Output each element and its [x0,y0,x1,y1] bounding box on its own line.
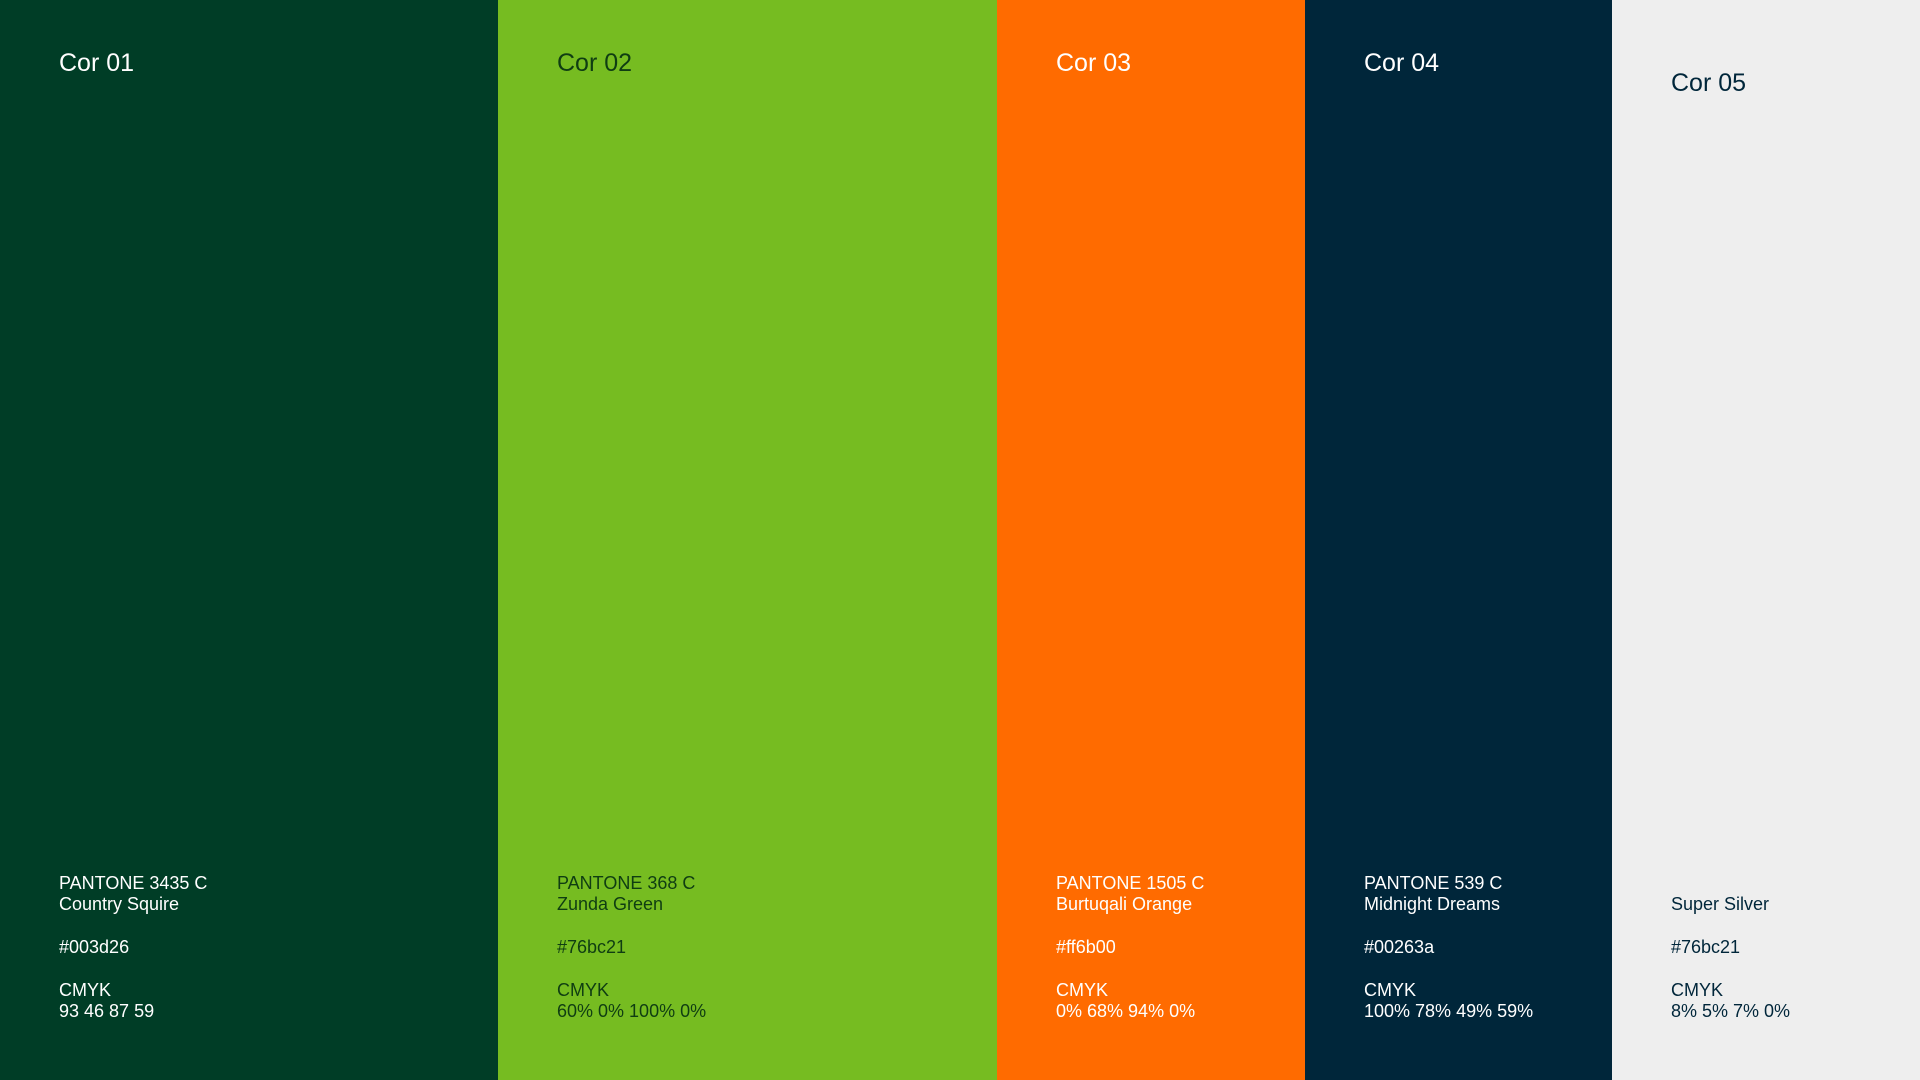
pantone-code [1671,873,1790,894]
cmyk-values: 60% 0% 100% 0% [557,1001,707,1021]
cmyk-label: CMYK [1671,980,1724,1000]
swatch-cor-01: Cor 01 PANTONE 3435 C Country Squire #00… [0,0,498,1080]
swatch-title: Cor 05 [1671,69,1747,97]
color-name: Super Silver [1671,894,1770,914]
hex-code: #76bc21 [1671,937,1741,957]
hex-code: #ff6b00 [1056,937,1116,957]
swatch-title: Cor 01 [59,49,135,77]
color-name: Zunda Green [557,894,664,914]
cmyk-label: CMYK [59,980,112,1000]
swatch-info: PANTONE 539 C Midnight Dreams #00263a CM… [1364,873,1533,1022]
swatch-cor-04: Cor 04 PANTONE 539 C Midnight Dreams #00… [1305,0,1612,1080]
cmyk-label: CMYK [1056,980,1109,1000]
swatch-title: Cor 02 [557,49,633,77]
pantone-code: PANTONE 368 C [557,873,696,893]
swatch-cor-02: Cor 02 PANTONE 368 C Zunda Green #76bc21… [498,0,997,1080]
cmyk-label: CMYK [557,980,610,1000]
pantone-code: PANTONE 539 C [1364,873,1503,893]
pantone-code: PANTONE 1505 C [1056,873,1205,893]
swatch-info: PANTONE 1505 C Burtuqali Orange #ff6b00 … [1056,873,1204,1022]
swatch-title: Cor 04 [1364,49,1440,77]
color-name: Midnight Dreams [1364,894,1501,914]
cmyk-values: 93 46 87 59 [59,1001,155,1021]
cmyk-label: CMYK [1364,980,1417,1000]
hex-code: #76bc21 [557,937,627,957]
swatch-info: PANTONE 3435 C Country Squire #003d26 CM… [59,873,207,1022]
swatch-cor-05: Cor 05 Super Silver #76bc21 CMYK 8% 5% 7… [1612,0,1920,1080]
swatch-cor-03: Cor 03 PANTONE 1505 C Burtuqali Orange #… [997,0,1305,1080]
color-name: Burtuqali Orange [1056,894,1193,914]
swatch-info: Super Silver #76bc21 CMYK 8% 5% 7% 0% [1671,873,1790,1022]
cmyk-values: 0% 68% 94% 0% [1056,1001,1196,1021]
hex-code: #003d26 [59,937,130,957]
swatch-title: Cor 03 [1056,49,1132,77]
swatch-info: PANTONE 368 C Zunda Green #76bc21 CMYK 6… [557,873,706,1022]
cmyk-values: 8% 5% 7% 0% [1671,1001,1791,1021]
color-name: Country Squire [59,894,180,914]
hex-code: #00263a [1364,937,1435,957]
pantone-code: PANTONE 3435 C [59,873,208,893]
cmyk-values: 100% 78% 49% 59% [1364,1001,1534,1021]
